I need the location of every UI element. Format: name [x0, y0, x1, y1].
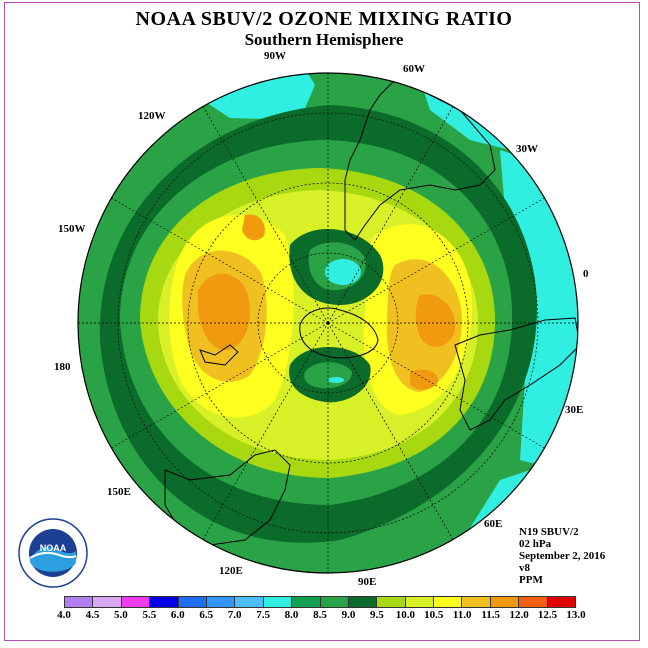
- colorbar-tick-label: 12.5: [537, 609, 558, 621]
- new-zealand-outline: [199, 344, 239, 366]
- contour-11-5-west: [198, 273, 250, 351]
- info-units: PPM: [519, 574, 543, 586]
- colorbar-labels: 4.0 4.5 5.0 5.5 6.0 6.5 7.0 7.5 8.0 8.5 9.0 9.5 10.0…: [0, 609, 648, 623]
- colorbar-swatch: [320, 597, 349, 607]
- contour-11-5-north: [242, 214, 265, 241]
- colorbar-tick-label: 5.5: [142, 609, 157, 621]
- lon-label-0: 0: [583, 268, 589, 280]
- colorbar-swatch: [377, 597, 406, 607]
- colorbar-tick-label: 7.5: [256, 609, 270, 621]
- colorbar-swatch: [434, 597, 463, 607]
- colorbar-tick-label: 11.0: [452, 609, 472, 621]
- info-version: v8: [519, 562, 530, 574]
- lon-label-120w: 120W: [138, 110, 166, 122]
- colorbar-tick-label: 6.0: [170, 609, 185, 621]
- lon-label-30w: 30W: [516, 143, 538, 155]
- meridians: [78, 73, 578, 573]
- meridian-line: [327, 106, 454, 324]
- info-level: 02 hPa: [519, 538, 552, 550]
- lon-label-150w: 150W: [58, 223, 86, 235]
- meridian-line: [111, 322, 329, 449]
- map-border: [77, 72, 579, 574]
- contour-11-5-southeast: [410, 369, 439, 390]
- africa-outline: [454, 317, 578, 431]
- colorbar-tick-label: 8.5: [313, 609, 327, 621]
- colorbar-swatch: [490, 597, 520, 607]
- colorbar-swatch: [121, 597, 151, 607]
- colorbar-tick-label: 9.0: [341, 609, 356, 621]
- south-america-outline: [344, 74, 496, 241]
- lon-label-120e: 120E: [219, 565, 243, 577]
- logo-text: NOAA: [40, 543, 67, 553]
- logo-bird: [29, 551, 77, 559]
- colorbar-swatch: [519, 597, 548, 607]
- info-block: N19 SBUV/2 02 hPa September 2, 2016 v8 P…: [519, 526, 605, 586]
- colorbar-swatch: [93, 597, 122, 607]
- colorbar-tick-label: 7.0: [227, 609, 242, 621]
- lon-label-60e: 60E: [484, 518, 503, 530]
- colorbar-swatch: [547, 597, 576, 607]
- lon-label-90e: 90E: [358, 576, 377, 588]
- contour-polar-cyan: [325, 259, 361, 285]
- lon-label-150e: 150E: [107, 486, 131, 498]
- page-subtitle: Southern Hemisphere: [244, 30, 404, 49]
- meridian-line: [327, 322, 454, 540]
- meridian-line: [111, 197, 329, 324]
- colorbar-tick-label: 4.5: [85, 609, 100, 621]
- info-date: September 2, 2016: [519, 550, 606, 562]
- colorbar-tick-label: 9.5: [370, 609, 384, 621]
- colorbar-tick-label: 10.0: [395, 609, 415, 621]
- colorbar-swatch: [235, 597, 264, 607]
- meridian-line: [327, 322, 545, 449]
- colorbar-swatch: [462, 597, 491, 607]
- colorbar-tick-label: 12.0: [509, 609, 529, 621]
- meridian-line: [327, 197, 545, 324]
- antarctica-outline: [299, 307, 379, 359]
- colorbar-swatch: [150, 597, 179, 607]
- contour-11-5-east: [415, 294, 456, 347]
- colorbar-swatch: [405, 597, 435, 607]
- lon-label-30e: 30E: [565, 404, 584, 416]
- colorbar-tick-label: 6.5: [199, 609, 214, 621]
- graticule: [78, 73, 578, 573]
- colorbar-tick-label: 8.0: [284, 609, 299, 621]
- colorbar-swatch: [263, 597, 293, 607]
- info-satellite: N19 SBUV/2: [519, 526, 579, 538]
- lon-label-60w: 60W: [403, 63, 425, 75]
- colorbar-tick-label: 4.0: [57, 609, 71, 621]
- ozone-contours: [78, 73, 578, 573]
- colorbar-swatch: [348, 597, 378, 607]
- colorbar-swatch: [292, 597, 321, 607]
- colorbar-swatch: [65, 597, 94, 607]
- noaa-logo: NOAA: [18, 518, 88, 588]
- colorbar-swatch: [206, 597, 236, 607]
- colorbar-tick-label: 13.0: [566, 609, 586, 621]
- contour-polar-cyan-small: [328, 377, 344, 383]
- colorbar-tick-label: 5.0: [114, 609, 128, 621]
- figure-frame: [4, 2, 640, 641]
- colorbar-tick-label: 11.5: [481, 609, 500, 621]
- colorbar-swatch: [178, 597, 207, 607]
- meridian-line: [202, 322, 329, 540]
- meridian-line: [202, 106, 329, 324]
- page-title: NOAA SBUV/2 OZONE MIXING RATIO: [135, 8, 513, 30]
- colorbar: [64, 596, 576, 608]
- lon-label-180: 180: [54, 361, 71, 373]
- lon-label-90w: 90W: [264, 50, 286, 62]
- colorbar-tick-label: 10.5: [424, 609, 444, 621]
